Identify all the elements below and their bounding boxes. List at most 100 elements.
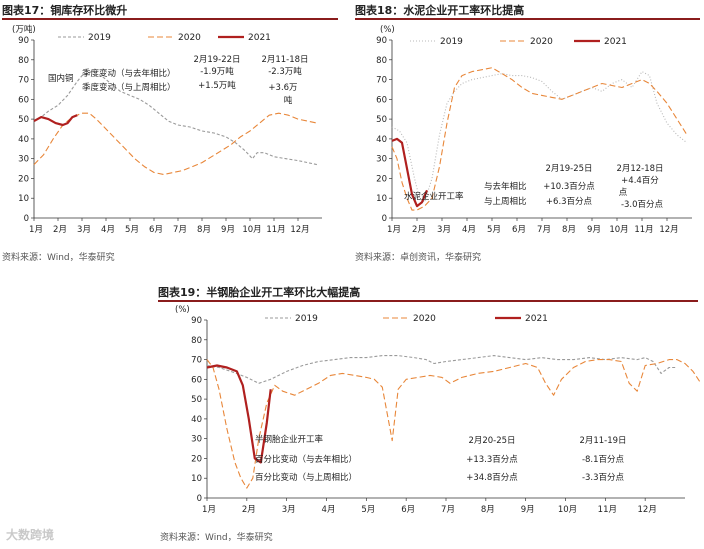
x-tick-label: 3月 (77, 225, 91, 235)
chart17-title: 图表17：铜库存环比微升 (2, 2, 338, 20)
legend-label-2020: 2020 (178, 33, 201, 43)
y-tick-label: 50 (376, 115, 387, 125)
annotation-p1_v2: +34.8百分点 (466, 473, 518, 483)
y-tick-label: 70 (191, 356, 202, 366)
x-tick-label: 2月 (242, 505, 256, 515)
legend-label-2019: 2019 (88, 33, 111, 43)
chart18-source: 资料来源：卓创资讯，华泰研究 (355, 253, 482, 263)
chart18-title-text: 水泥企业开工率环比提高 (403, 4, 525, 17)
chart18-svg: (%) 0 10 20 30 40 50 60 70 80 90 1月 2月 3月 4月 5月 6月 7月 8月 9月… (376, 25, 692, 235)
annotation-p2_date: 2月12-18日 (616, 164, 663, 174)
annotation-p2_v2: +3.6万 (268, 83, 297, 93)
y-tick-label: 60 (191, 375, 202, 385)
y-tick-label: 90 (18, 36, 29, 46)
y-tick-label: 40 (18, 135, 29, 145)
series-2021-line (206, 364, 272, 464)
x-tick-label: 5月 (361, 505, 375, 515)
legend-label-2021: 2021 (248, 33, 271, 43)
y-tick-label: 90 (191, 316, 202, 326)
annotation-row2: 季度变动（与上周相比） (82, 82, 176, 93)
y-tick-label: 80 (18, 56, 29, 66)
legend-label-2020: 2020 (413, 314, 436, 324)
annotation-p2_v1: -8.1百分点 (582, 455, 625, 465)
annotation-p2_v2: -3.0百分点 (621, 200, 664, 210)
x-tick-label: 12月 (638, 505, 657, 515)
chart18-title: 图表18：水泥企业开工率环比提高 (355, 2, 700, 20)
annotation-p1_date: 2月19-25日 (545, 164, 592, 174)
annotation-row1: 百分比变动（与去年相比） (255, 454, 357, 465)
legend-label-2021: 2021 (525, 314, 548, 324)
y-tick-label: 0 (382, 214, 387, 224)
y-tick-label: 10 (191, 474, 202, 484)
x-tick-label: 3月 (282, 505, 296, 515)
legend-label-2019: 2019 (440, 37, 463, 47)
annotation-p1_v1: +13.3百分点 (466, 455, 518, 465)
annotation-p1_v1: +10.3百分点 (543, 182, 595, 192)
x-tick-label: 5月 (487, 225, 501, 235)
y-tick-label: 20 (191, 454, 202, 464)
x-tick-label: 5月 (125, 225, 139, 235)
y-tick-label: 70 (18, 76, 29, 86)
series-2021-line (391, 137, 429, 208)
annotation-p2_date: 2月11-19日 (579, 436, 626, 446)
chart18-title-label: 图表18： (355, 4, 404, 17)
y-tick-label: 60 (376, 95, 387, 105)
y-axis-unit: (万吨) (12, 24, 36, 35)
x-tick-label: 4月 (101, 225, 115, 235)
chart19-source: 资料来源：Wind，华泰研究 (160, 533, 273, 543)
x-tick-label: 10月 (609, 225, 628, 235)
y-axis-unit: (%) (175, 305, 190, 315)
y-tick-label: 40 (191, 415, 202, 425)
x-tick-label: 8月 (562, 225, 576, 235)
x-tick-label: 2月 (412, 225, 426, 235)
x-tick-label: 7月 (173, 225, 187, 235)
annotation-p2_date: 2月11-18日 (261, 55, 308, 65)
x-tick-label: 11月 (598, 505, 617, 515)
annotation-p2_v2b: 吨 (284, 95, 293, 106)
x-tick-label: 6月 (149, 225, 163, 235)
x-tick-label: 9月 (221, 225, 235, 235)
chart17-title-label: 图表17： (2, 4, 51, 17)
y-tick-label: 80 (191, 336, 202, 346)
annotation-label: 水泥企业开工率 (404, 191, 464, 202)
annotation-p2_v1: +4.4百分 (621, 176, 659, 186)
chart19-title-label: 图表19： (158, 286, 207, 299)
chart17-title-text: 铜库存环比微升 (50, 4, 128, 17)
x-tick-label: 11月 (634, 225, 653, 235)
x-tick-label: 11月 (266, 225, 285, 235)
legend-label-2019: 2019 (295, 314, 318, 324)
chart17-svg: (万吨) 0 10 20 30 40 50 60 70 80 90 1月 2月 3月 4月 5月 6月 7月 8月 9… (12, 24, 322, 235)
x-tick-label: 1月 (29, 225, 43, 235)
x-tick-label: 9月 (521, 505, 535, 515)
annotation-p2_v1: -2.3万吨 (268, 66, 302, 77)
legend-label-2021: 2021 (604, 37, 627, 47)
watermark: 大数跨境 (6, 528, 55, 542)
annotation-p2_v2: -3.3百分点 (582, 473, 625, 483)
x-tick-label: 2月 (53, 225, 67, 235)
annotation-p1_date: 2月20-25日 (468, 436, 515, 446)
y-tick-label: 30 (376, 155, 387, 165)
y-tick-label: 30 (18, 155, 29, 165)
series-2020-line (391, 67, 688, 211)
y-tick-label: 0 (197, 494, 202, 504)
annotation-p1_v2: +6.3百分点 (546, 197, 593, 207)
y-tick-label: 90 (376, 36, 387, 46)
y-tick-label: 30 (191, 435, 202, 445)
annotation-row2: 与上周相比 (484, 196, 527, 207)
y-tick-label: 80 (376, 56, 387, 66)
y-tick-label: 50 (18, 115, 29, 125)
x-tick-label: 4月 (462, 225, 476, 235)
x-tick-label: 12月 (290, 225, 309, 235)
x-tick-label: 8月 (197, 225, 211, 235)
annotation-row2: 百分比变动（与上周相比） (255, 472, 357, 483)
y-tick-label: 0 (24, 214, 29, 224)
y-tick-label: 20 (18, 174, 29, 184)
annotation-p2_v1b: 点 (619, 188, 628, 198)
annotation-region: 国内铜 (48, 73, 74, 84)
y-tick-label: 60 (18, 95, 29, 105)
annotation-label: 半钢胎企业开工率 (255, 434, 324, 445)
y-axis-unit: (%) (380, 25, 395, 35)
y-tick-label: 20 (376, 174, 387, 184)
y-tick-label: 10 (18, 194, 29, 204)
annotation-row1: 与去年相比 (484, 181, 527, 192)
